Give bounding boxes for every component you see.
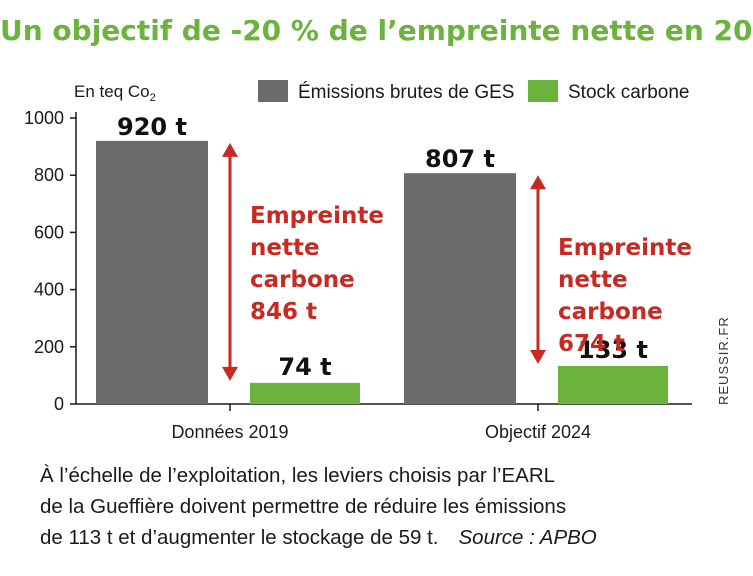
chart-title: Un objectif de -20 % de l’empreinte nett… — [0, 14, 753, 47]
net-footprint-label: 846 t — [250, 299, 317, 325]
legend-swatch — [528, 80, 558, 102]
net-footprint-label: Empreinte — [250, 203, 384, 229]
y-axis-label: En teq Co2 — [74, 82, 156, 104]
annotations: Empreinte nette carbone 846 t Empreinte nette… — [222, 142, 692, 381]
y-tick-label: 600 — [34, 222, 64, 242]
caption-line-3-text: de 113 t et d’augmenter le stockage de 5… — [40, 526, 439, 549]
legend-swatch — [258, 80, 288, 102]
data-label-gross: 807 t — [425, 145, 495, 173]
arrow-head-up — [222, 142, 238, 157]
net-footprint-label: carbone — [558, 299, 663, 325]
x-tick-label: Objectif 2024 — [485, 422, 591, 442]
axes: 0 200 400 600 800 1000 Données 2019 Objectif 20… — [24, 108, 692, 442]
bar-gross-emissions — [96, 140, 208, 404]
bars: 920 t 74 t 807 t 133 t — [96, 113, 668, 404]
y-tick-label: 1000 — [24, 108, 64, 128]
y-tick-label: 400 — [34, 280, 64, 300]
arrow-head-down — [222, 366, 238, 381]
legend-label: Émissions brutes de GES — [298, 82, 514, 103]
bar-carbon-stock — [250, 382, 360, 404]
net-footprint-label: 674 t — [558, 331, 625, 357]
caption-line-3: de 113 t et d’augmenter le stockage de 5… — [40, 522, 730, 553]
bar-chart: En teq Co2 Émissions brutes de GES Stock … — [24, 80, 692, 442]
y-tick-label: 0 — [54, 394, 64, 414]
caption-line-1: À l’échelle de l’exploitation, les levie… — [40, 464, 556, 487]
data-label-gross: 920 t — [117, 113, 187, 141]
data-label-stock: 74 t — [278, 353, 331, 381]
bar-gross-emissions — [404, 173, 516, 404]
net-footprint-label: carbone — [250, 267, 355, 293]
net-footprint-label: nette — [250, 235, 320, 261]
caption: À l’échelle de l’exploitation, les levie… — [40, 460, 730, 553]
x-tick-label: Données 2019 — [171, 422, 288, 442]
y-tick-label: 200 — [34, 337, 64, 357]
net-footprint-label: nette — [558, 267, 628, 293]
arrow-head-down — [530, 349, 546, 364]
net-footprint-label: Empreinte — [558, 235, 692, 261]
legend-label: Stock carbone — [568, 82, 689, 103]
bar-carbon-stock — [558, 365, 668, 404]
data-label-stock: 133 t — [578, 336, 648, 364]
y-tick-label: 800 — [34, 165, 64, 185]
source-credit: Source : APBO — [458, 526, 597, 549]
arrow-head-up — [530, 175, 546, 190]
legend: Émissions brutes de GES Stock carbone — [258, 80, 689, 103]
caption-line-2: de la Gueffière doivent permettre de réd… — [40, 495, 567, 518]
watermark: REUSSIR.FR — [716, 316, 731, 405]
